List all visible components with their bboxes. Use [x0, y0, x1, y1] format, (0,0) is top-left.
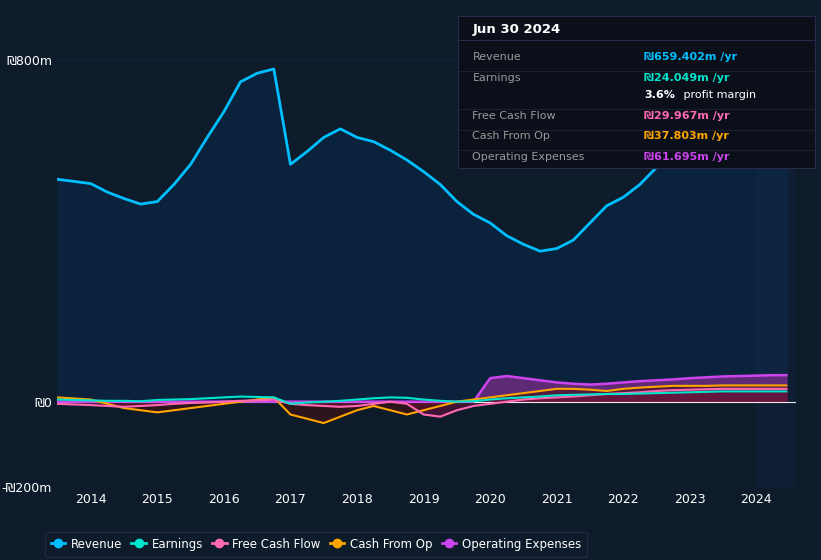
Text: profit margin: profit margin: [680, 90, 755, 100]
Text: ₪37.803m /yr: ₪37.803m /yr: [644, 131, 729, 141]
Text: Revenue: Revenue: [472, 52, 521, 62]
Text: ₪659.402m /yr: ₪659.402m /yr: [644, 52, 737, 62]
Text: 3.6%: 3.6%: [644, 90, 675, 100]
Text: ₪24.049m /yr: ₪24.049m /yr: [644, 73, 729, 83]
Legend: Revenue, Earnings, Free Cash Flow, Cash From Op, Operating Expenses: Revenue, Earnings, Free Cash Flow, Cash …: [44, 532, 588, 557]
Text: Operating Expenses: Operating Expenses: [472, 152, 585, 162]
Bar: [756, 17, 796, 487]
Text: Cash From Op: Cash From Op: [472, 131, 550, 141]
Text: ₪61.695m /yr: ₪61.695m /yr: [644, 152, 729, 162]
Text: ₪29.967m /yr: ₪29.967m /yr: [644, 111, 729, 121]
Text: Jun 30 2024: Jun 30 2024: [472, 23, 561, 36]
Text: Free Cash Flow: Free Cash Flow: [472, 111, 556, 121]
Text: Earnings: Earnings: [472, 73, 521, 83]
